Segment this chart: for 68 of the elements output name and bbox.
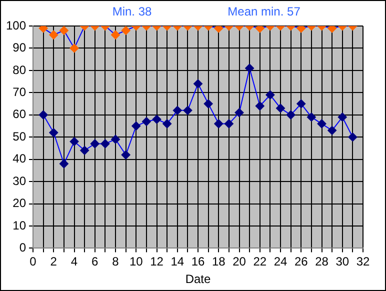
point bbox=[255, 101, 264, 110]
point bbox=[194, 79, 203, 88]
point bbox=[286, 110, 296, 120]
point bbox=[132, 121, 141, 130]
y-tick-label: 60 bbox=[12, 107, 26, 122]
point bbox=[59, 159, 68, 168]
point bbox=[306, 112, 316, 122]
x-tick-label: 28 bbox=[315, 254, 329, 269]
x-tick-label: 26 bbox=[294, 254, 308, 269]
point bbox=[214, 119, 224, 128]
x-tick-label: 18 bbox=[212, 254, 226, 269]
y-tick-label: 100 bbox=[6, 18, 26, 32]
x-tick-label: 32 bbox=[356, 254, 370, 269]
y-tick-label: 90 bbox=[12, 40, 26, 55]
y-tick-label: 0 bbox=[19, 240, 26, 255]
point bbox=[111, 134, 120, 144]
x-tick-label: 2 bbox=[50, 254, 58, 269]
y-tick-label: 40 bbox=[12, 152, 26, 166]
text: Mean min. 57 bbox=[228, 4, 301, 18]
point bbox=[90, 139, 100, 148]
x-tick-label: 8 bbox=[112, 254, 120, 269]
point bbox=[38, 26, 48, 33]
point bbox=[296, 99, 306, 108]
x-axis-title: Date bbox=[185, 272, 212, 286]
x-tick-label: 30 bbox=[336, 254, 350, 269]
point bbox=[204, 99, 213, 108]
point bbox=[152, 114, 162, 124]
point bbox=[245, 64, 254, 73]
y-tick-label: 10 bbox=[12, 218, 26, 232]
point bbox=[162, 119, 172, 128]
point bbox=[234, 108, 244, 118]
x-tick-label: 6 bbox=[92, 254, 99, 269]
point bbox=[296, 26, 306, 33]
x-tick-label: 4 bbox=[70, 254, 78, 269]
point bbox=[214, 26, 224, 33]
point bbox=[348, 132, 358, 142]
point bbox=[121, 150, 130, 160]
point bbox=[80, 146, 90, 155]
text: Min. 38 bbox=[112, 4, 152, 18]
y-tick-label: 50 bbox=[12, 129, 26, 144]
point bbox=[172, 106, 182, 115]
point bbox=[183, 106, 192, 115]
x-tick-label: 12 bbox=[150, 254, 164, 269]
x-tick-label: 10 bbox=[129, 254, 144, 269]
point bbox=[38, 110, 48, 120]
x-tick-label: 24 bbox=[274, 254, 288, 269]
y-tick-label: 30 bbox=[12, 174, 26, 188]
y-tick-label: 80 bbox=[12, 62, 26, 77]
point bbox=[338, 112, 347, 122]
point bbox=[224, 119, 234, 128]
y-tick-label: 20 bbox=[12, 196, 26, 210]
x-tick-label: 0 bbox=[30, 254, 37, 269]
point bbox=[255, 26, 264, 33]
point bbox=[266, 90, 275, 100]
point bbox=[100, 139, 110, 148]
point bbox=[328, 26, 337, 33]
point bbox=[317, 119, 326, 128]
point bbox=[49, 128, 58, 138]
x-tick-label: 16 bbox=[191, 254, 206, 269]
x-tick-label: 22 bbox=[253, 254, 267, 269]
y-tick-label: 70 bbox=[12, 84, 26, 99]
point bbox=[276, 104, 286, 113]
point bbox=[70, 137, 79, 146]
x-tick-label: 14 bbox=[170, 254, 184, 269]
point bbox=[142, 117, 151, 126]
x-tick-label: 20 bbox=[232, 254, 246, 269]
point bbox=[70, 44, 79, 53]
point bbox=[328, 126, 337, 135]
